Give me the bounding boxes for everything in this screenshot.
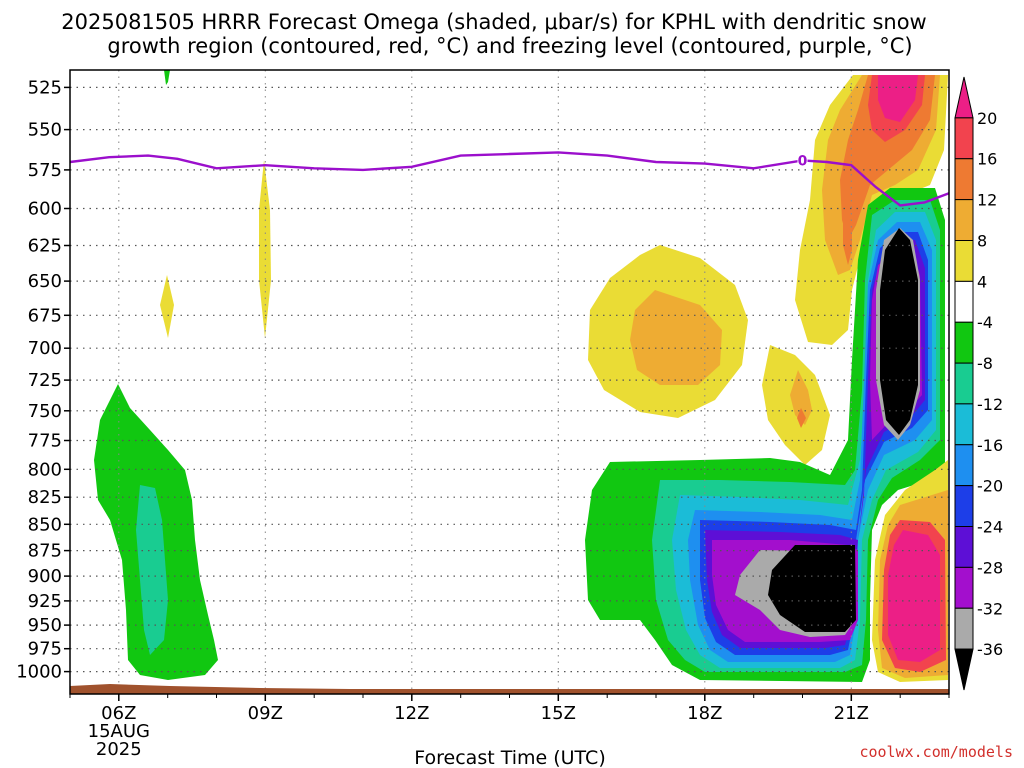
- colorbar-swatch-0: [954, 76, 974, 119]
- colorbar-label-20: 20: [977, 109, 997, 128]
- y-tick-label-775: 775: [28, 431, 62, 452]
- colorbar-swatch-4: [954, 239, 974, 282]
- colorbar-label-12: 12: [977, 191, 997, 210]
- colorbar-label--12: -12: [977, 395, 1003, 414]
- x-tick-extra-2025: 2025: [96, 739, 142, 760]
- y-tick-label-725: 725: [28, 370, 62, 391]
- colorbar-swatch-8: [954, 403, 974, 446]
- y-tick-label-850: 850: [28, 514, 62, 535]
- colorbar-swatch-5: [954, 280, 974, 323]
- colorbar-label--20: -20: [977, 477, 1003, 496]
- y-tick-label-750: 750: [28, 401, 62, 422]
- y-tick-label-1000: 1000: [16, 662, 62, 683]
- y-tick-label-875: 875: [28, 541, 62, 562]
- y-tick-label-825: 825: [28, 487, 62, 508]
- y-tick-label-575: 575: [28, 160, 62, 181]
- colorbar-label--28: -28: [977, 558, 1003, 577]
- x-tick-label-21Z: 21Z: [834, 703, 869, 724]
- omega-region-central-positive-inner: [630, 290, 722, 385]
- y-tick-label-975: 975: [28, 639, 62, 660]
- y-tick-label-625: 625: [28, 236, 62, 257]
- colorbar-swatch-7: [954, 362, 974, 405]
- omega-region-small-yellow-1: [160, 275, 174, 338]
- colorbar-swatch-2: [954, 158, 974, 201]
- colorbar-swatch-12: [954, 566, 974, 609]
- x-tick-label-09Z: 09Z: [248, 703, 283, 724]
- omega-region-left-plume-inner: [136, 485, 168, 655]
- colorbar-label--8: -8: [977, 354, 993, 373]
- freezing-level-contour: 0: [69, 151, 950, 207]
- x-tick-label-18Z: 18Z: [687, 703, 722, 724]
- colorbar-swatch-14: [954, 648, 974, 691]
- chart-title-line-1: 2025081505 HRRR Forecast Omega (shaded, …: [61, 10, 926, 34]
- omega-region-lower-negative-core: [768, 228, 918, 632]
- y-tick-label-525: 525: [28, 77, 62, 98]
- colorbar-label--24: -24: [977, 518, 1003, 537]
- y-tick-label-650: 650: [28, 271, 62, 292]
- colorbar-swatch-11: [954, 526, 974, 568]
- colorbar-swatch-10: [954, 485, 974, 528]
- colorbar-label--16: -16: [977, 436, 1003, 455]
- omega-shading: [94, 70, 948, 682]
- colorbar-swatch-13: [954, 607, 974, 650]
- colorbar-label--4: -4: [977, 313, 993, 332]
- colorbar-label--36: -36: [977, 640, 1003, 659]
- freezing-level-label-bg: [797, 152, 808, 168]
- colorbar: 20 16 12 8 4 -4 -8 -12 -16 -20 -24 -28 -32 -36: [954, 76, 1003, 691]
- x-axis-label: Forecast Time (UTC): [414, 747, 605, 768]
- y-axis: 525 550 575 600 625 650 675 700 725 750 775 800 825 8…: [16, 77, 70, 683]
- y-tick-label-925: 925: [28, 591, 62, 612]
- chart-title-line-2: growth region (contoured, red, °C) and f…: [107, 34, 912, 58]
- omega-region-lower-positive-4: [888, 530, 940, 662]
- omega-region-upper-right-thin-orange: [843, 200, 852, 265]
- freezing-level-label: 0: [798, 153, 808, 169]
- x-tick-label-15Z: 15Z: [541, 703, 576, 724]
- credit-link[interactable]: coolwx.com/models: [859, 743, 1013, 761]
- colorbar-swatch-3: [954, 199, 974, 241]
- freezing-level-line: [69, 151, 950, 207]
- colorbar-label-8: 8: [977, 232, 987, 251]
- y-tick-label-900: 900: [28, 566, 62, 587]
- colorbar-swatch-1: [954, 117, 974, 160]
- y-tick-label-700: 700: [28, 338, 62, 359]
- omega-region-mid-positive-core: [797, 408, 806, 428]
- y-tick-label-950: 950: [28, 615, 62, 636]
- omega-region-mid-positive-inner: [790, 370, 812, 425]
- x-tick-extra-15AUG: 15AUG: [88, 721, 150, 742]
- colorbar-label-4: 4: [977, 272, 987, 291]
- y-tick-label-550: 550: [28, 120, 62, 141]
- colorbar-label-16: 16: [977, 150, 997, 169]
- omega-region-small-yellow-2: [259, 160, 271, 338]
- y-tick-label-600: 600: [28, 199, 62, 220]
- colorbar-swatch-9: [954, 444, 974, 487]
- colorbar-swatch-6: [954, 321, 974, 364]
- omega-region-lower-negative-magenta: [712, 250, 922, 642]
- omega-region-small-green: [164, 70, 170, 85]
- ground-terrain: [70, 684, 949, 694]
- colorbar-label--32: -32: [977, 599, 1003, 618]
- x-tick-label-06Z: 06Z: [101, 703, 136, 724]
- y-tick-label-675: 675: [28, 305, 62, 326]
- x-tick-label-12Z: 12Z: [394, 703, 429, 724]
- time-gridlines: [118, 70, 852, 694]
- y-tick-label-800: 800: [28, 459, 62, 480]
- omega-region-upper-right-positive-5: [878, 75, 918, 122]
